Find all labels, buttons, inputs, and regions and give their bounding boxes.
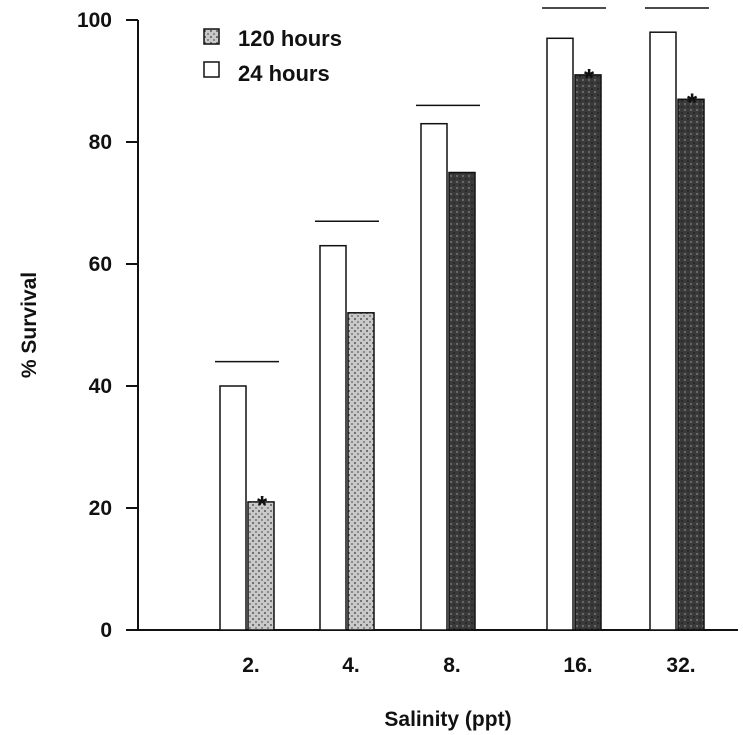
significance-brackets — [215, 7, 709, 363]
bar-120-hours — [574, 74, 602, 631]
x-tick-label: 32. — [666, 654, 695, 677]
bar-24-hours — [420, 122, 448, 631]
significance-star: * — [687, 87, 698, 117]
x-tick-label: 16. — [563, 654, 592, 677]
bar-24-hours — [546, 37, 574, 631]
legend-label-24-hours: 24 hours — [238, 61, 330, 86]
significance-star: * — [257, 490, 268, 520]
bar-24-hours — [649, 31, 677, 631]
y-tick-label: 40 — [89, 375, 112, 398]
bar-24-hours — [319, 244, 347, 631]
y-tick-label: 0 — [100, 619, 112, 642]
legend-item-24-hours: 24 hours — [203, 61, 330, 86]
bar-120-hours — [247, 501, 275, 631]
y-axis: 0 20 40 60 80 100 — [77, 9, 139, 642]
significance-stars: * * * — [257, 63, 698, 520]
x-tick-label: 8. — [443, 654, 461, 677]
legend: 120 hours 24 hours — [203, 26, 342, 86]
bar-24-hours — [219, 385, 247, 631]
y-tick-label: 20 — [89, 497, 112, 520]
x-axis-title: Salinity (ppt) — [384, 708, 511, 731]
y-axis-title: % Survival — [18, 272, 41, 378]
bars — [219, 31, 705, 631]
legend-item-120-hours: 120 hours — [203, 26, 342, 51]
x-ticks: 2. 4. 8. 16. 32. — [242, 654, 695, 677]
y-ticks: 0 20 40 60 80 100 — [77, 9, 138, 642]
x-axis: 2. 4. 8. 16. 32. — [138, 629, 738, 677]
bar-120-hours — [677, 98, 705, 631]
legend-label-120-hours: 120 hours — [238, 26, 342, 51]
y-tick-label: 100 — [77, 9, 112, 32]
legend-swatch-24-hours — [203, 61, 220, 78]
bar-120-hours — [347, 312, 375, 631]
legend-swatch-120-hours — [203, 28, 220, 45]
y-tick-label: 80 — [89, 131, 112, 154]
bar-120-hours — [448, 171, 476, 631]
x-tick-label: 4. — [342, 654, 360, 677]
y-tick-label: 60 — [89, 253, 112, 276]
significance-star: * — [584, 63, 595, 93]
x-tick-label: 2. — [242, 654, 260, 677]
